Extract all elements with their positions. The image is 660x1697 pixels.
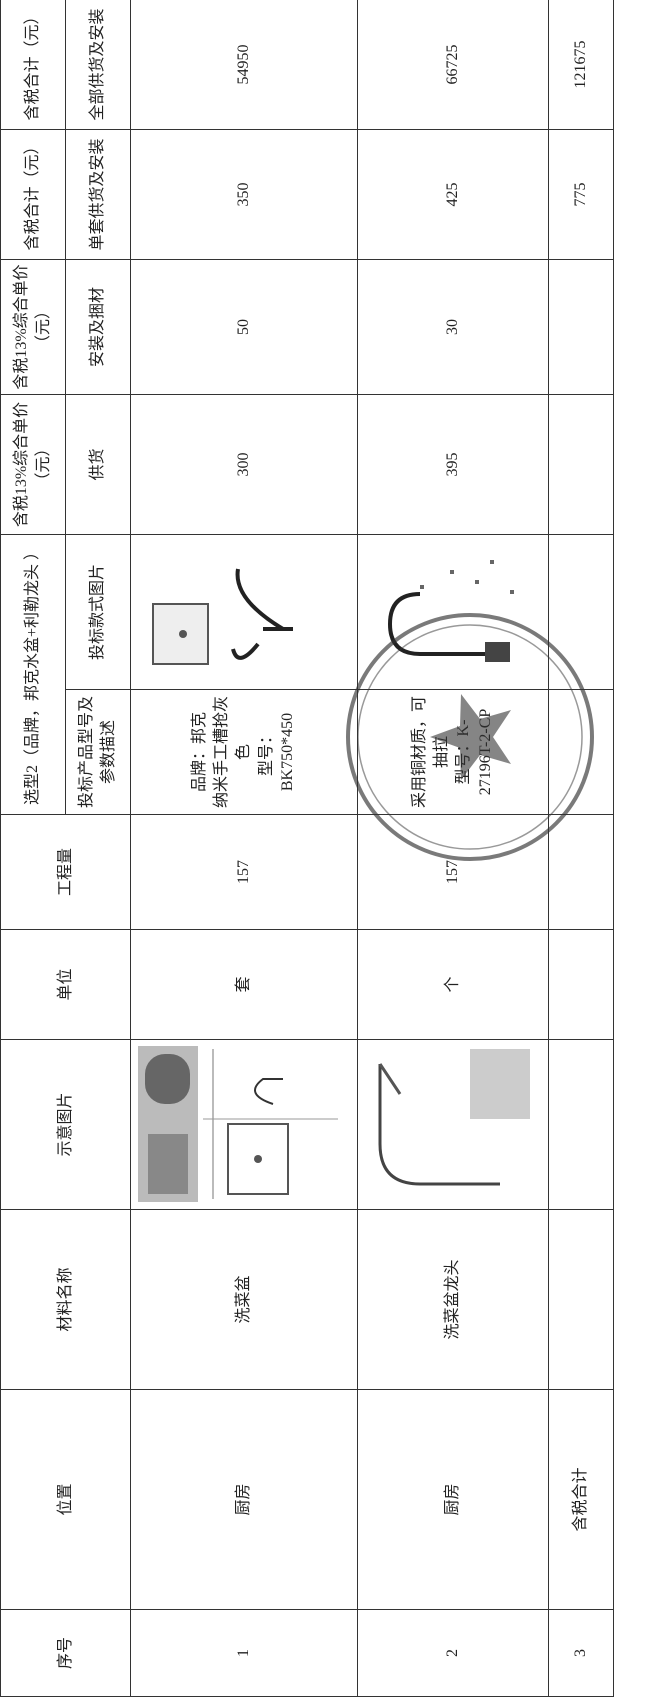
table-cell: 采用铜材质，可抽拉 型号：K-27196T-2-CP (357, 689, 549, 815)
table-cell: 位置 (0, 1389, 131, 1610)
quote-table: 序号 位置 材料名称 示意图片 单位 工程量 选型2（品牌，邦克水盆+利勒龙头 ）含税13%… (0, 0, 614, 1697)
table-cell (548, 1209, 614, 1390)
table-cell: 395 (357, 394, 549, 535)
table-cell: 供货 (65, 394, 131, 535)
table-cell (548, 1039, 614, 1210)
table-cell: 350 (130, 129, 358, 260)
table-cell: 425 (357, 129, 549, 260)
table-cell (548, 394, 614, 535)
sample-picture (378, 1049, 530, 1186)
table-cell: 157 (357, 814, 549, 930)
table-cell: 50 (130, 259, 358, 395)
description-line: 纳米手工槽抢灰色 (213, 696, 252, 809)
table-cell: 洗菜盆 (130, 1209, 358, 1390)
table-cell (130, 534, 358, 690)
table-cell: 3 (548, 1609, 614, 1697)
bid-picture (152, 569, 293, 666)
table-cell: 厨房 (357, 1389, 549, 1610)
table-cell (130, 1039, 358, 1210)
table-cell (548, 534, 614, 690)
table-cell (357, 534, 549, 690)
table-cell: 投标款式图片 (65, 534, 131, 690)
table-cell: 含税合计 (548, 1389, 614, 1610)
description-line: 品牌：邦克 (190, 712, 208, 793)
description-line: 型号：BK750*450 (257, 712, 297, 792)
table-cell: 单位 (0, 929, 131, 1040)
description-line: 采用铜材质，可抽拉 (411, 696, 450, 809)
bid-picture (387, 560, 514, 663)
table-cell: 1 (130, 1609, 358, 1697)
table-cell: 66725 (357, 0, 549, 130)
table-cell: 序号 (0, 1609, 131, 1697)
table-cell: 含税13%综合单价（元） (0, 394, 66, 535)
table-cell: 全部供货及安装 (65, 0, 131, 130)
table-cell: 121675 (548, 0, 614, 130)
table-cell: 30 (357, 259, 549, 395)
table-cell: 套 (130, 929, 358, 1040)
table-cell: 单套供货及安装 (65, 129, 131, 260)
table-row: 2 厨房 洗菜盆龙头个 157 采用铜材质，可抽拉 型号：K-27196T-2-CP 395… (357, 0, 549, 1697)
sample-picture (138, 1046, 338, 1203)
table-row: 1 厨房 洗菜盆套 157 品牌：邦克 纳米手工槽抢灰色 型号：BK750*450 300 50… (130, 0, 358, 1697)
table-cell: 含税合计（元） (0, 0, 66, 130)
total-row: 3 含税合计 775 121675 (548, 0, 614, 1697)
table-cell: 品牌：邦克 纳米手工槽抢灰色 型号：BK750*450 (130, 689, 358, 815)
table-cell: 洗菜盆龙头 (357, 1209, 549, 1390)
table-cell: 含税13%综合单价（元） (0, 259, 66, 395)
table-cell: 2 (357, 1609, 549, 1697)
table-cell (548, 259, 614, 395)
table-cell: 含税合计（元） (0, 129, 66, 260)
table-cell (548, 814, 614, 930)
table-cell: 安装及捆材 (65, 259, 131, 395)
table-cell: 工程量 (0, 814, 131, 930)
table-cell: 300 (130, 394, 358, 535)
table-cell (548, 689, 614, 815)
table-cell: 775 (548, 129, 614, 260)
table-cell: 厨房 (130, 1389, 358, 1610)
table-cell: 材料名称 (0, 1209, 131, 1390)
description-line: 型号：K-27196T-2-CP (455, 708, 494, 796)
table-cell: 投标产品型号及参数描述 (65, 689, 131, 815)
table-cell: 选型2（品牌，邦克水盆+利勒龙头 ） (0, 534, 66, 815)
header-row: 序号 位置 材料名称 示意图片 单位 工程量 选型2（品牌，邦克水盆+利勒龙头 ）含税13%… (0, 0, 131, 1697)
table-cell (548, 929, 614, 1040)
table-cell: 个 (357, 929, 549, 1040)
table-cell: 示意图片 (0, 1039, 131, 1210)
table-cell (357, 1039, 549, 1210)
table-cell: 157 (130, 814, 358, 930)
table-cell: 54950 (130, 0, 358, 130)
